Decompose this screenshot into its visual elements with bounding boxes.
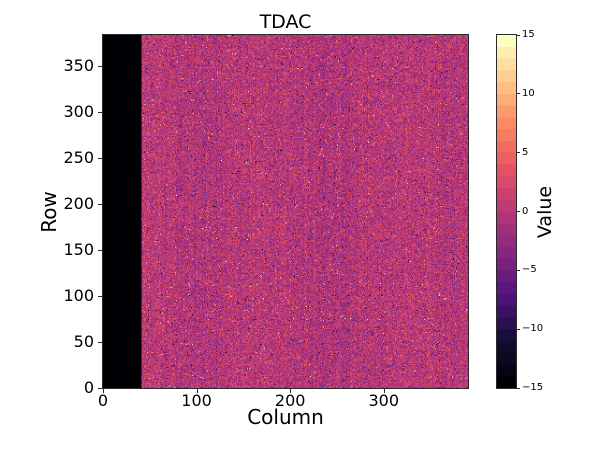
colorbar-tick-mark: [517, 269, 520, 271]
y-tick-mark: [98, 249, 102, 251]
y-tick-mark: [98, 295, 102, 297]
x-tick-mark: [196, 389, 198, 393]
y-tick-mark: [98, 203, 102, 205]
colorbar-tick-mark: [517, 328, 520, 330]
y-tick-label: 150: [63, 240, 94, 260]
y-tick-label: 300: [63, 102, 94, 122]
colorbar-tick-mark: [517, 211, 520, 212]
chart-title: TDAC: [259, 11, 312, 33]
x-tick-label: 200: [274, 391, 306, 410]
colorbar-tick-label: 15: [522, 29, 535, 40]
colorbar: [496, 34, 517, 389]
colorbar-label: Value: [534, 185, 556, 239]
y-tick-label: 350: [63, 56, 94, 76]
colorbar-tick-label: 0: [522, 205, 529, 217]
colorbar-tick-label: 10: [522, 87, 535, 99]
colorbar-tick-mark: [517, 93, 520, 95]
y-tick-mark: [98, 341, 102, 343]
y-tick-label: 0: [83, 378, 94, 397]
x-tick-mark: [383, 389, 385, 393]
x-tick-mark: [103, 389, 104, 393]
colorbar-tick-label: −15: [522, 382, 544, 393]
x-tick-label: 300: [368, 391, 400, 410]
y-tick-label: 50: [73, 332, 94, 352]
y-tick-mark: [98, 65, 102, 67]
y-tick-mark: [98, 157, 102, 159]
y-tick-label: 250: [63, 148, 94, 168]
colorbar-tick-label: −10: [522, 323, 544, 335]
x-tick-label: 0: [97, 391, 109, 410]
colorbar-tick-mark: [517, 387, 520, 389]
y-tick-mark: [98, 387, 102, 389]
y-tick-label: 100: [63, 286, 94, 306]
x-axis-label: Column: [247, 405, 324, 429]
heatmap-canvas: [103, 35, 468, 388]
x-tick-mark: [290, 389, 292, 393]
y-tick-label: 200: [63, 194, 94, 214]
x-tick-label: 100: [181, 391, 212, 410]
colorbar-canvas: [497, 35, 516, 388]
colorbar-tick-label: −5: [522, 264, 537, 276]
y-tick-mark: [98, 111, 102, 113]
colorbar-tick-label: 5: [522, 146, 529, 158]
colorbar-tick-mark: [517, 34, 520, 36]
colorbar-tick-mark: [517, 152, 520, 154]
heatmap-plot: [102, 34, 469, 389]
